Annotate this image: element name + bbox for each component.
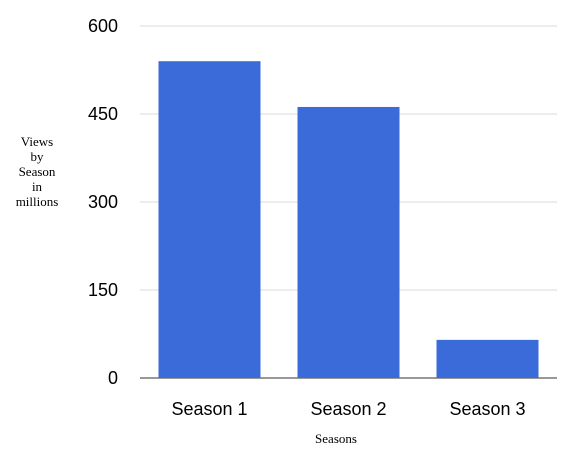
y-tick-label: 300 [88, 192, 118, 212]
y-tick-label: 150 [88, 280, 118, 300]
y-axis-title-line: Season [19, 164, 56, 179]
bars [158, 61, 539, 379]
x-tick-label: Season 3 [449, 399, 525, 419]
x-tick-label: Season 2 [310, 399, 386, 419]
x-axis-ticks: Season 1 Season 2 Season 3 [171, 399, 525, 419]
y-axis-ticks: 0 150 300 450 600 [88, 16, 118, 388]
y-axis-title-line: in [32, 179, 43, 194]
bar-season-1 [158, 61, 261, 378]
y-tick-label: 0 [108, 368, 118, 388]
y-tick-label: 450 [88, 104, 118, 124]
y-axis-title-line: Views [21, 134, 53, 149]
bar-season-2 [297, 106, 400, 379]
bar-season-3 [436, 339, 539, 378]
y-axis-title: Views by Season in millions [16, 134, 59, 209]
y-tick-label: 600 [88, 16, 118, 36]
x-tick-label: Season 1 [171, 399, 247, 419]
y-axis-title-line: by [31, 149, 45, 164]
x-axis-title: Seasons [315, 431, 357, 446]
y-axis-title-line: millions [16, 194, 59, 209]
